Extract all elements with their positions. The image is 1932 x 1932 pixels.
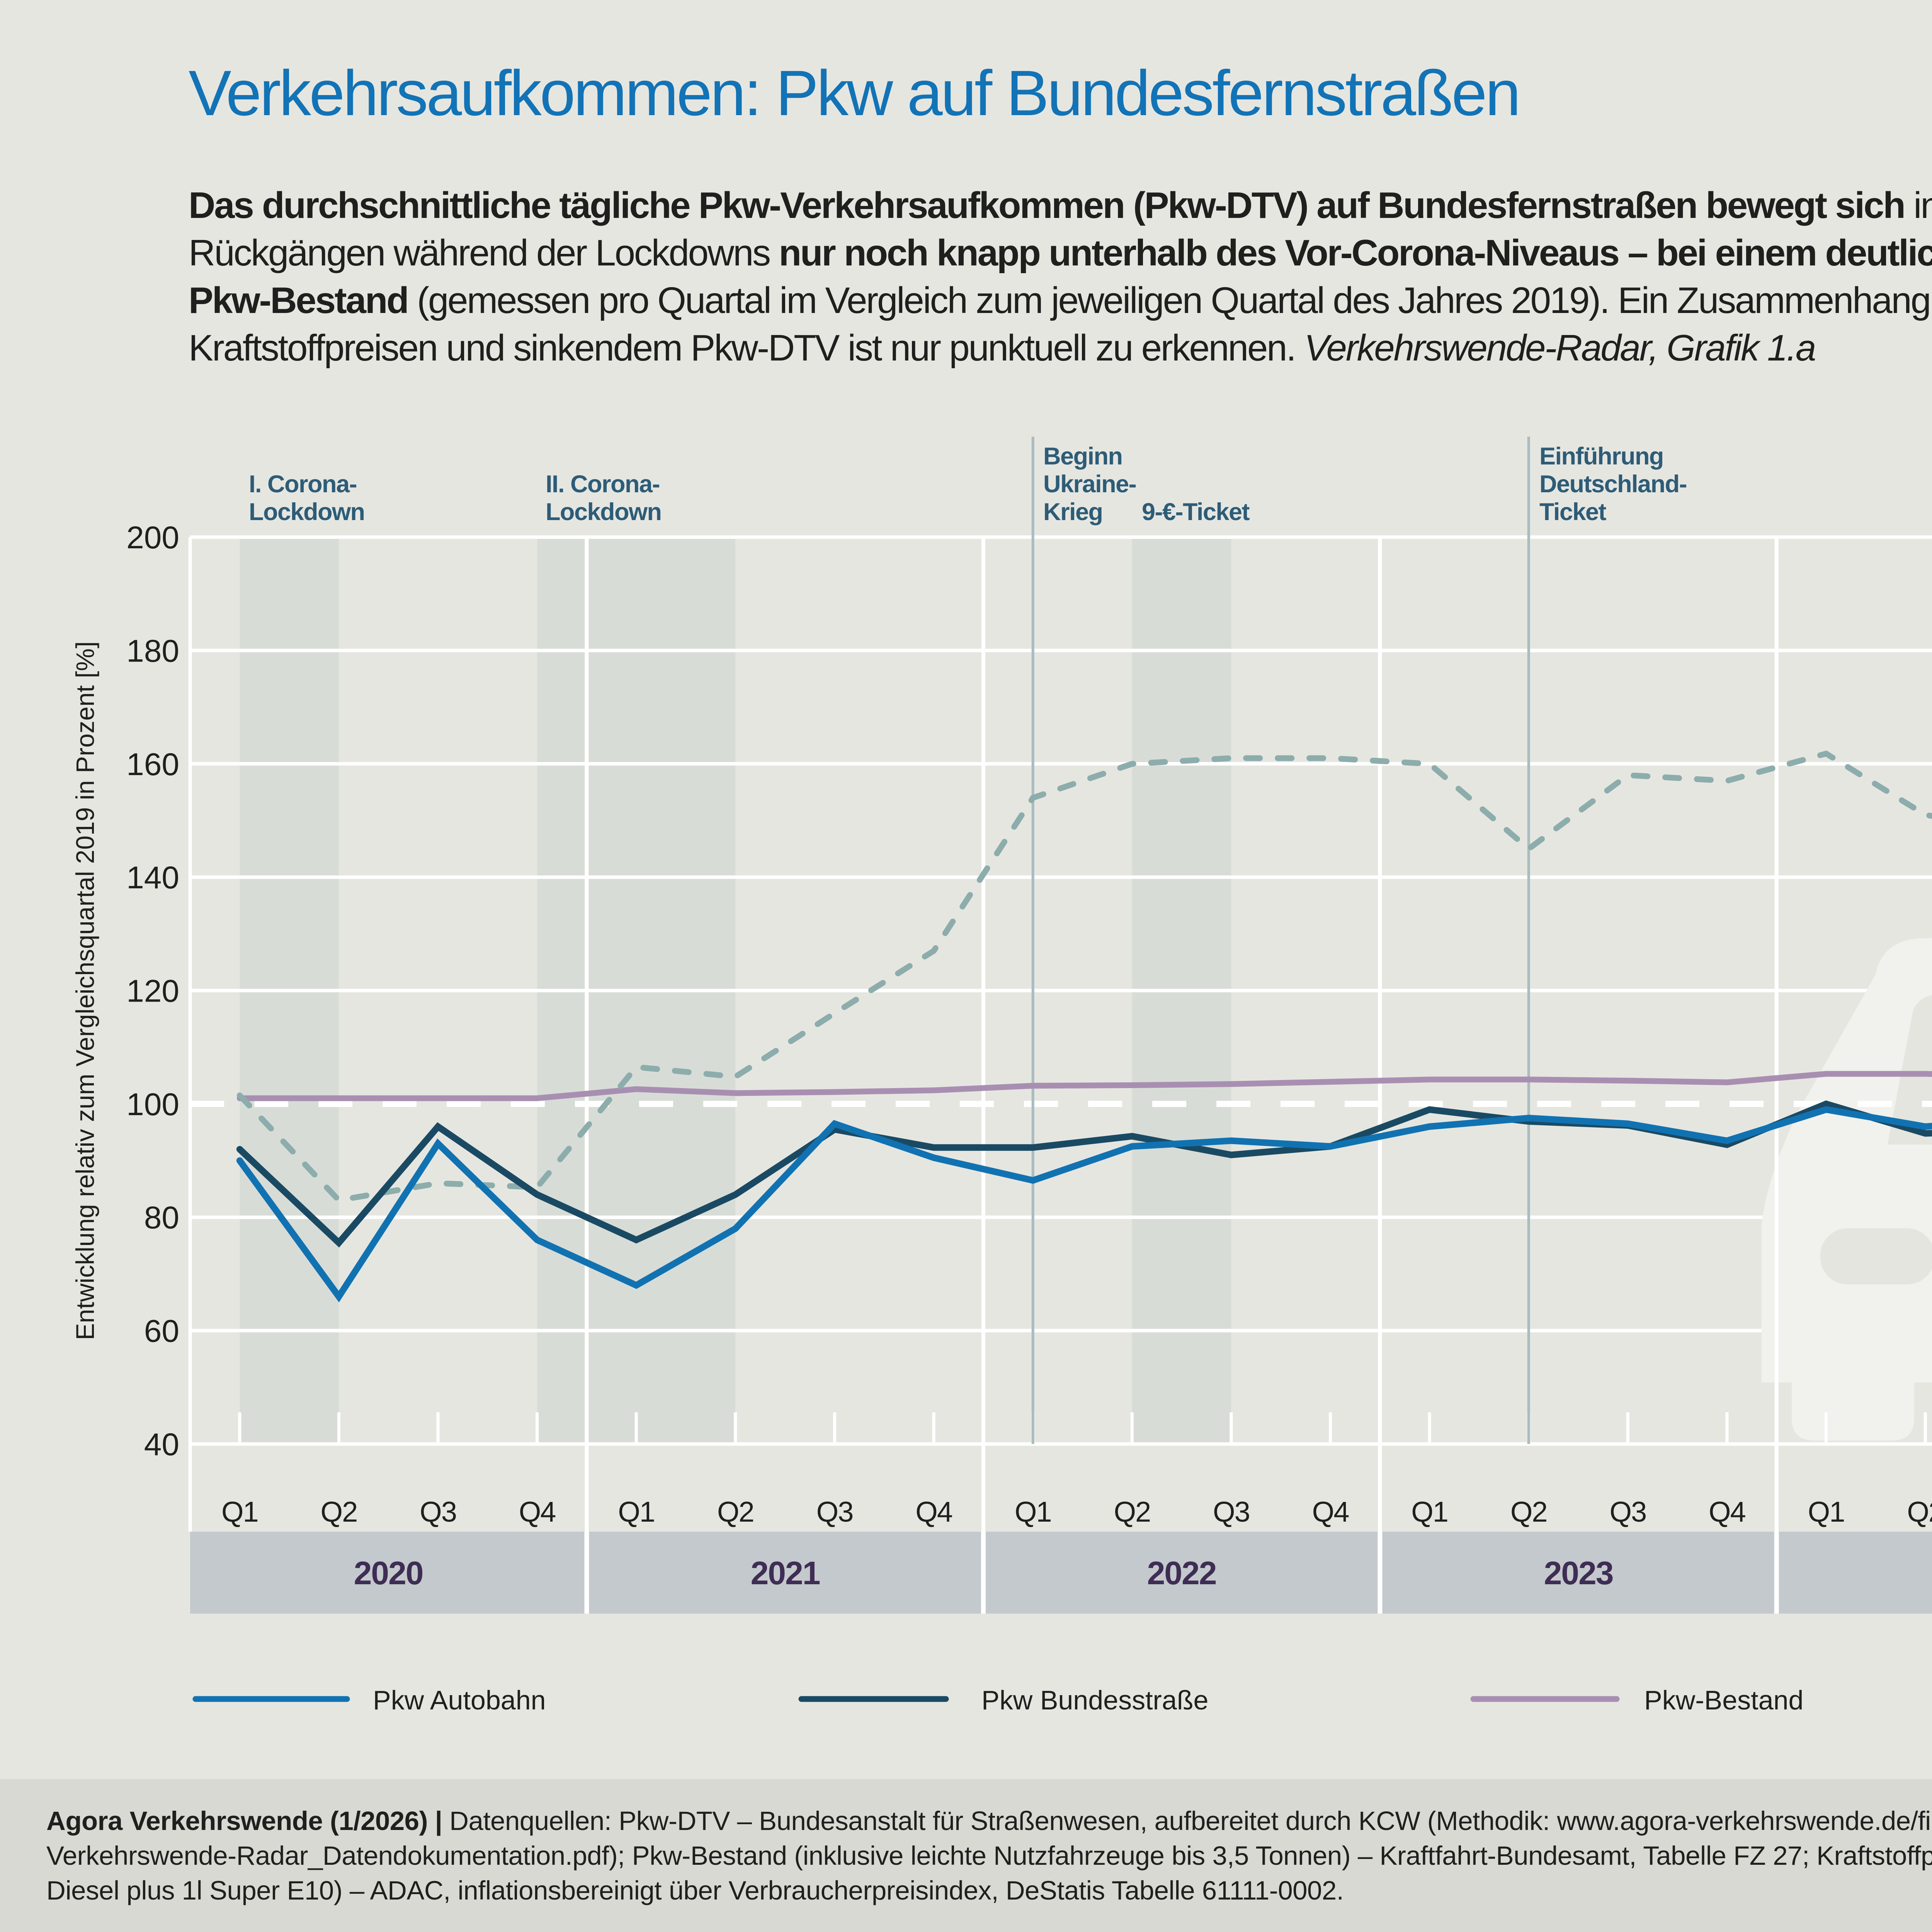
svg-text:Q2: Q2 — [717, 1496, 754, 1528]
svg-text:2021: 2021 — [751, 1555, 820, 1591]
svg-text:Krieg: Krieg — [1043, 498, 1103, 526]
svg-text:Q4: Q4 — [1312, 1496, 1349, 1528]
svg-text:Q1: Q1 — [1411, 1496, 1448, 1528]
svg-text:Q2: Q2 — [321, 1496, 357, 1528]
svg-text:Q4: Q4 — [1709, 1496, 1745, 1528]
svg-text:Q2: Q2 — [1510, 1496, 1547, 1528]
svg-text:Ukraine-: Ukraine- — [1043, 471, 1136, 498]
svg-text:Q3: Q3 — [816, 1496, 853, 1528]
svg-text:II. Corona-: II. Corona- — [546, 471, 660, 498]
svg-text:Lockdown: Lockdown — [249, 498, 365, 526]
svg-text:Beginn: Beginn — [1043, 443, 1122, 470]
svg-text:Q1: Q1 — [1808, 1496, 1845, 1528]
svg-text:9-€-Ticket: 9-€-Ticket — [1142, 498, 1250, 526]
svg-text:40: 40 — [144, 1427, 179, 1462]
svg-text:Entwicklung relativ zum Vergle: Entwicklung relativ zum Vergleichsquarta… — [71, 641, 99, 1340]
svg-text:Q1: Q1 — [618, 1496, 655, 1528]
svg-text:Q1: Q1 — [1015, 1496, 1051, 1528]
svg-text:I. Corona-: I. Corona- — [249, 471, 357, 498]
svg-text:Pkw Autobahn: Pkw Autobahn — [373, 1685, 546, 1715]
svg-text:160: 160 — [126, 747, 179, 782]
svg-text:Ticket: Ticket — [1539, 498, 1606, 526]
svg-text:2022: 2022 — [1147, 1555, 1216, 1591]
svg-text:180: 180 — [126, 633, 179, 668]
svg-text:80: 80 — [144, 1200, 179, 1235]
svg-text:Q4: Q4 — [915, 1496, 952, 1528]
svg-text:Q2: Q2 — [1907, 1496, 1932, 1528]
svg-text:Q3: Q3 — [420, 1496, 456, 1528]
svg-text:Q3: Q3 — [1213, 1496, 1250, 1528]
svg-text:2023: 2023 — [1544, 1555, 1613, 1591]
svg-text:140: 140 — [126, 860, 179, 895]
svg-text:Einführung: Einführung — [1539, 443, 1663, 470]
svg-text:Q1: Q1 — [221, 1496, 258, 1528]
svg-text:120: 120 — [126, 974, 179, 1009]
svg-text:2020: 2020 — [354, 1555, 423, 1591]
svg-text:Lockdown: Lockdown — [546, 498, 662, 526]
svg-text:Deutschland-: Deutschland- — [1539, 471, 1687, 498]
svg-text:Q4: Q4 — [519, 1496, 556, 1528]
svg-text:Pkw-Bestand: Pkw-Bestand — [1644, 1685, 1803, 1715]
svg-text:60: 60 — [144, 1314, 179, 1349]
svg-text:Q2: Q2 — [1114, 1496, 1150, 1528]
svg-text:100: 100 — [126, 1087, 179, 1122]
svg-text:Pkw Bundesstraße: Pkw Bundesstraße — [981, 1685, 1208, 1715]
svg-text:200: 200 — [126, 520, 179, 555]
svg-text:Q3: Q3 — [1609, 1496, 1646, 1528]
